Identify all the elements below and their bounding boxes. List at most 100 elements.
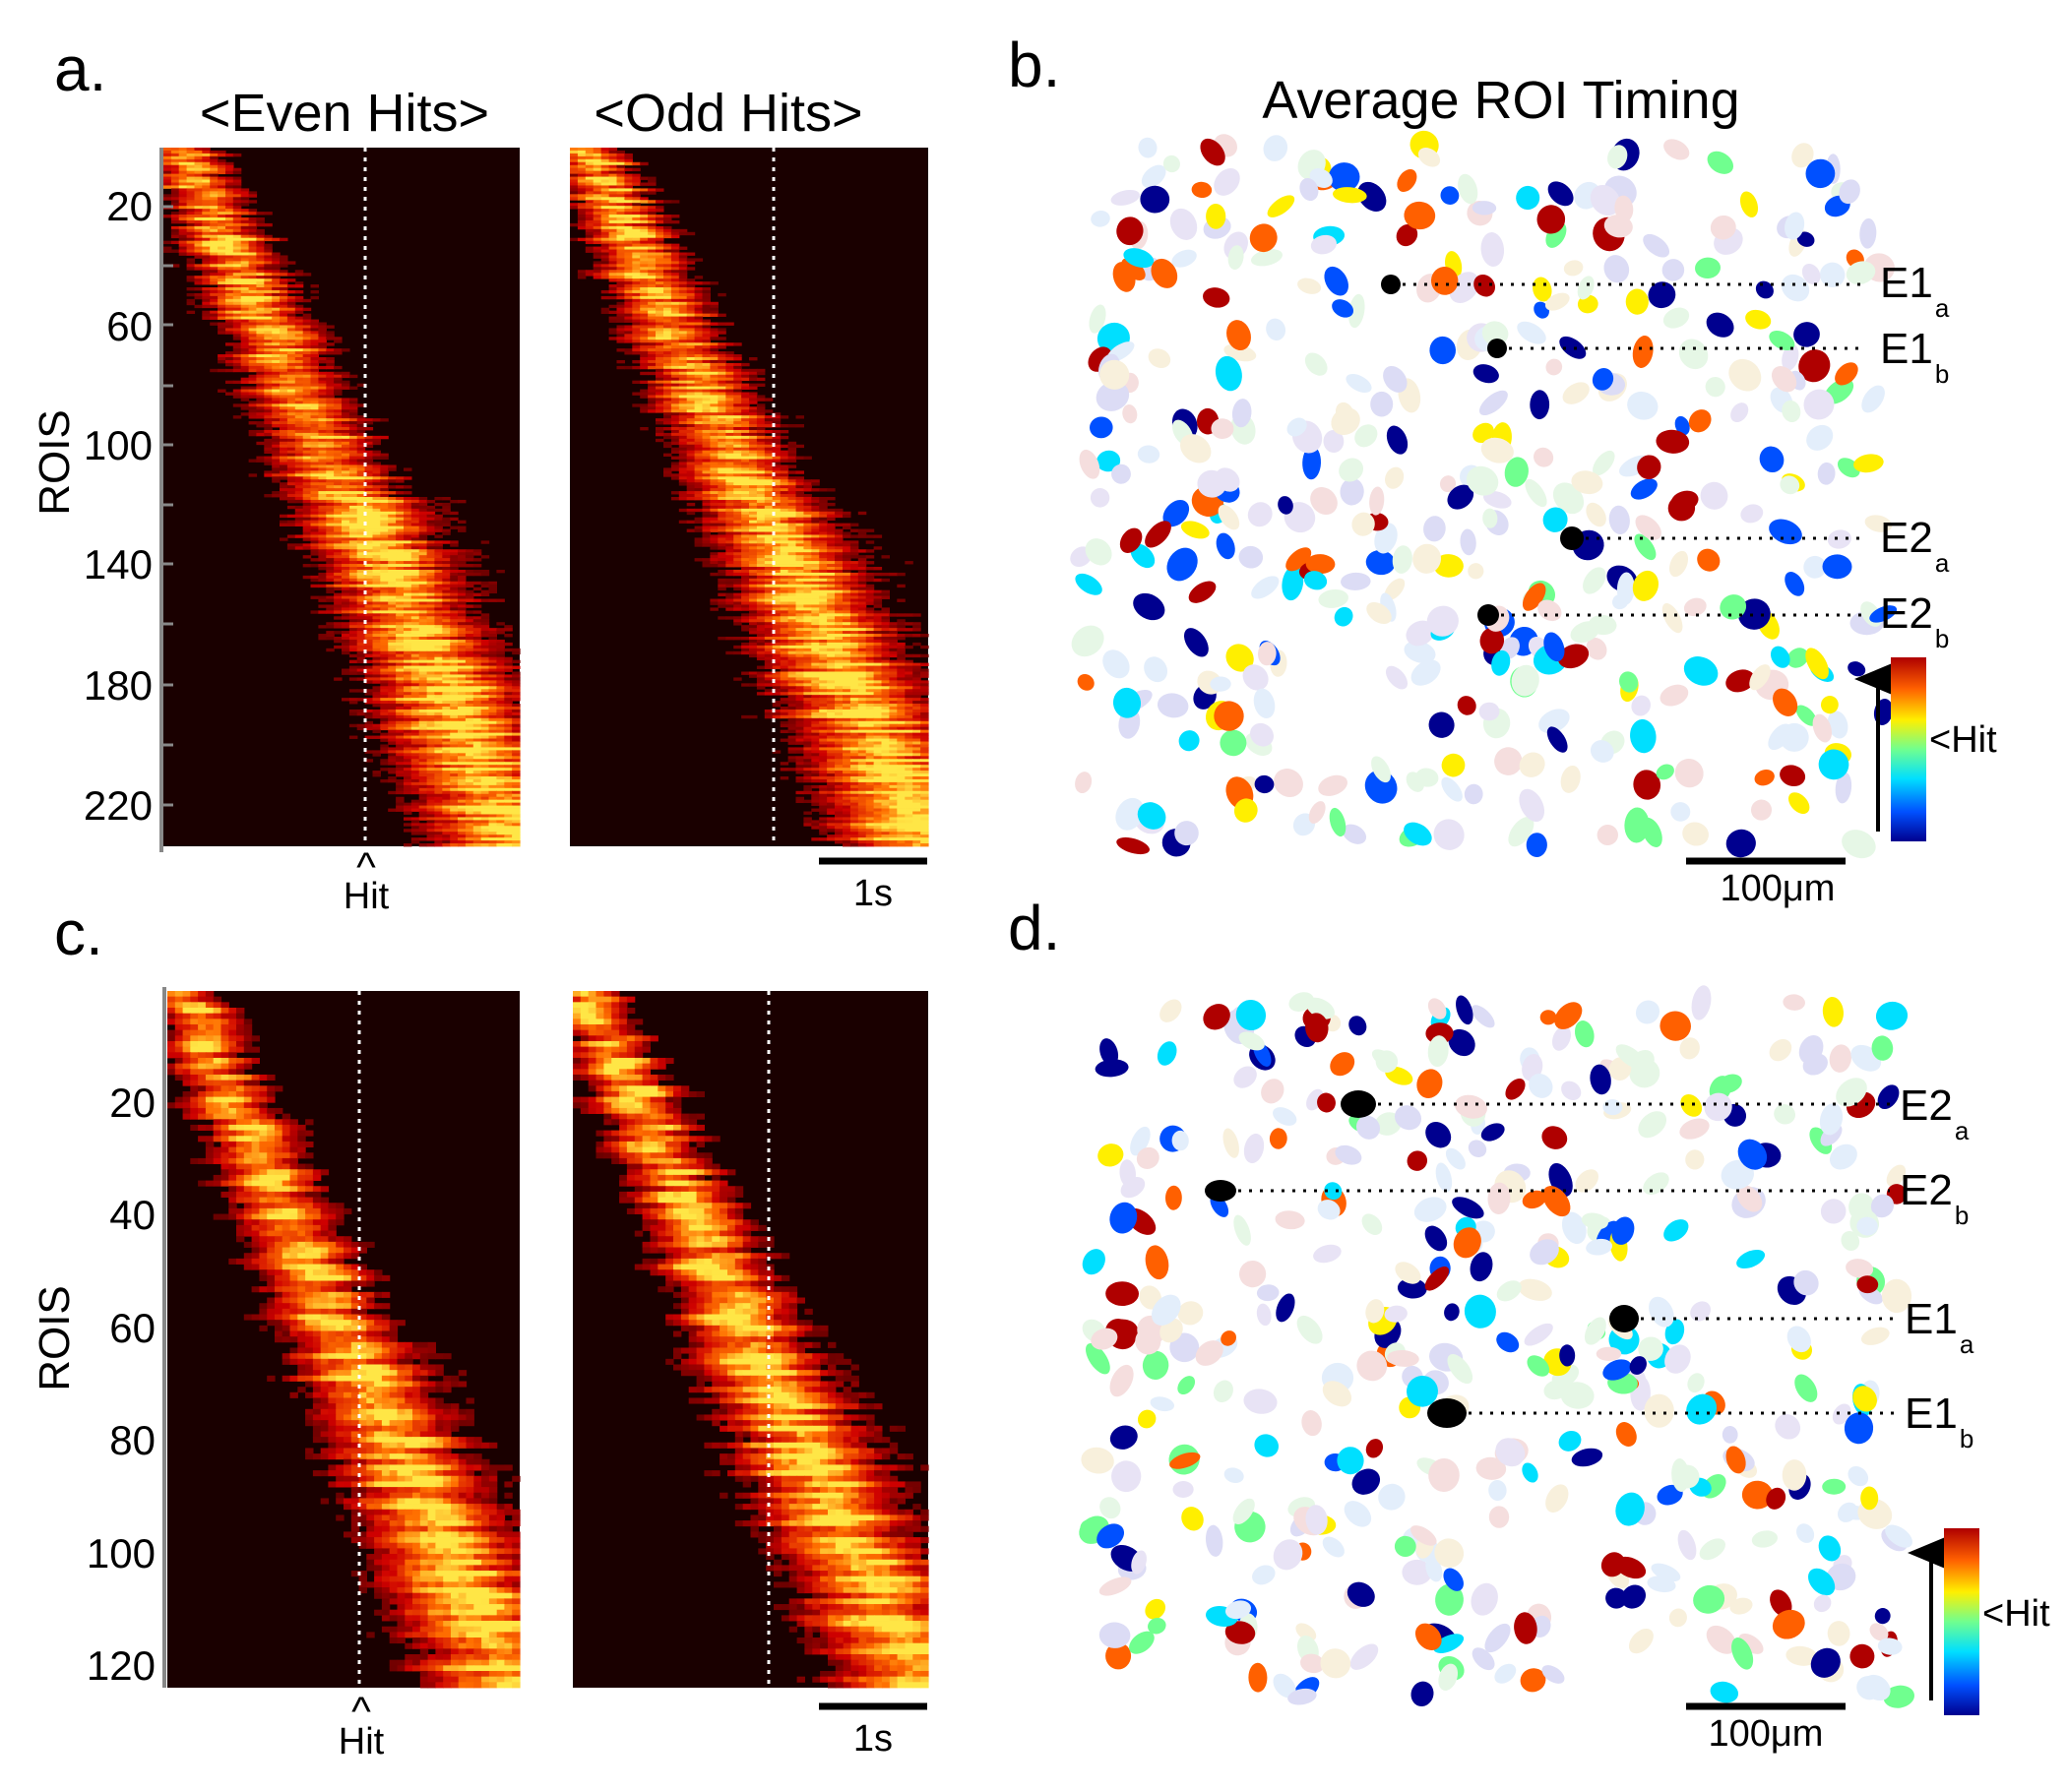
roi-cell <box>1651 1563 1681 1582</box>
hit-caret: ^ <box>351 1688 371 1734</box>
roi-cell <box>1629 1356 1647 1375</box>
roi-cell <box>1647 1576 1676 1593</box>
roi-cell <box>1254 1434 1279 1457</box>
roi-cell <box>1332 187 1367 204</box>
roi-cell <box>1220 729 1247 757</box>
y-tick-label: 40 <box>109 1192 156 1238</box>
roi-cell <box>1169 1332 1200 1363</box>
roi-cell <box>1625 288 1649 315</box>
roi-cell <box>1717 1074 1742 1093</box>
roi-cell <box>1214 701 1244 731</box>
roi-cell <box>1354 424 1378 448</box>
roi-cell <box>1440 186 1460 205</box>
roi-cell <box>1643 1172 1669 1195</box>
roi-cell <box>1496 1331 1520 1353</box>
roi-cell <box>1881 1278 1912 1314</box>
roi-cell <box>1331 407 1360 436</box>
roi-cell <box>1750 799 1773 821</box>
roi-cell <box>1256 1284 1280 1302</box>
roi-cell <box>1674 415 1690 436</box>
roi-cell <box>1214 167 1240 196</box>
roi-cell <box>1252 1565 1276 1585</box>
roi-cell <box>1150 1396 1175 1412</box>
roi-cell <box>1329 807 1347 837</box>
roi-cell <box>1774 1104 1796 1125</box>
roi-cell <box>1223 1467 1244 1484</box>
roi-cell <box>1785 212 1805 240</box>
hit-label: Hit <box>344 876 390 917</box>
roi-cell <box>1496 1280 1522 1302</box>
roi-cell <box>1402 1559 1432 1585</box>
roi-cell <box>1425 1121 1452 1148</box>
roi-cell <box>1365 1299 1385 1324</box>
roi-cell <box>1602 1359 1632 1381</box>
roi-cell <box>1635 515 1661 540</box>
roi-cell <box>1571 1448 1603 1467</box>
roi-cell <box>1839 179 1860 205</box>
roi-cell <box>1375 1050 1399 1073</box>
roi-cell <box>1090 488 1110 508</box>
roi-cell <box>1286 417 1307 437</box>
roi-cell <box>1079 449 1100 479</box>
roi-cell <box>1785 1645 1818 1666</box>
roi-cell <box>1166 547 1198 582</box>
roi-cell <box>1810 1647 1841 1678</box>
roi-cell <box>1231 399 1252 428</box>
ensemble-neuron-e1a <box>1381 275 1401 294</box>
roi-cell <box>1448 1028 1475 1057</box>
roi-cell <box>1740 504 1764 524</box>
roi-cell <box>1649 1296 1674 1328</box>
ensemble-label-e1a: E1a <box>1880 259 1950 323</box>
panel-d: d. E2a E2b E1a E1b <Hit 100μm <box>1008 893 2050 1755</box>
roi-cell <box>1643 233 1670 258</box>
roi-cell <box>1688 409 1712 433</box>
roi-cell <box>1129 1631 1155 1654</box>
roi-cell <box>1677 1529 1697 1561</box>
roi-cell <box>1856 1275 1879 1294</box>
roi-cell <box>1782 343 1799 371</box>
roi-cell <box>1468 1140 1487 1158</box>
roi-cell <box>1541 1665 1565 1684</box>
roi-cell <box>1177 1376 1196 1395</box>
roi-cell <box>1874 1608 1891 1625</box>
panel-c-y-axis-title: ROIS <box>31 1285 79 1391</box>
roi-cell <box>1813 1594 1832 1613</box>
roi-cell <box>1205 1524 1223 1557</box>
roi-cell <box>1082 1249 1105 1275</box>
roi-cell <box>1662 307 1690 329</box>
roi-cell <box>1780 765 1806 787</box>
y-tick-label: 20 <box>106 183 153 229</box>
roi-cell <box>1369 486 1385 516</box>
roi-cell <box>1574 1020 1595 1048</box>
ensemble-neuron-e1b <box>1427 1398 1467 1428</box>
roi-cell <box>1886 1164 1907 1187</box>
roi-cell <box>1517 321 1546 344</box>
roi-cell <box>1745 309 1772 330</box>
roi-cell <box>1273 1539 1303 1571</box>
roi-cell <box>1710 215 1736 240</box>
roi-cell <box>1668 1608 1687 1628</box>
panel-b-title: Average ROI Timing <box>1262 71 1739 130</box>
roi-cell <box>1820 696 1839 714</box>
roi-cell <box>1109 1202 1138 1234</box>
space-scale-label: 100μm <box>1709 1713 1824 1755</box>
roi-cell <box>1846 261 1876 285</box>
hit-caret: ^ <box>356 843 376 890</box>
roi-cell <box>1819 262 1846 287</box>
roi-cell <box>1699 1538 1725 1561</box>
roi-cell <box>1243 1389 1278 1414</box>
roi-cell <box>1443 1568 1464 1591</box>
roi-cell <box>1305 554 1336 575</box>
roi-cell <box>1095 1059 1129 1078</box>
roi-cell <box>1341 572 1371 590</box>
roi-cell <box>1250 722 1274 747</box>
roi-cell <box>1148 348 1171 368</box>
roi-cell <box>1091 1328 1118 1350</box>
roi-cell <box>1552 482 1585 515</box>
roi-cell <box>1739 191 1759 217</box>
roi-cell <box>1131 1550 1147 1575</box>
roi-cell <box>1424 1225 1448 1252</box>
roi-cell <box>1122 403 1138 424</box>
roi-cell <box>1324 266 1348 296</box>
roi-cell <box>1098 1622 1131 1648</box>
